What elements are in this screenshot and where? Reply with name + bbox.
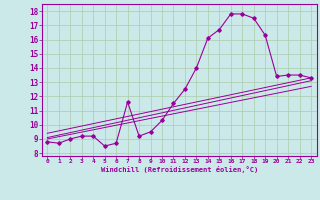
X-axis label: Windchill (Refroidissement éolien,°C): Windchill (Refroidissement éolien,°C) (100, 166, 258, 173)
